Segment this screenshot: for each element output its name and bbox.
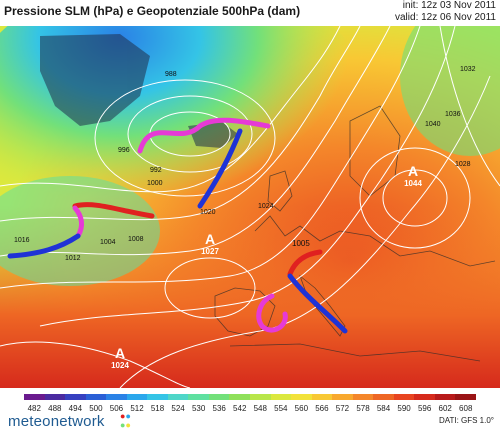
high-symbol: A — [115, 345, 125, 361]
color-scale-tick: 608 — [459, 404, 473, 413]
color-scale-segment — [208, 394, 230, 400]
low-value-label: 1005 — [292, 239, 310, 248]
color-scale-tick: 602 — [438, 404, 452, 413]
isobar-label: 996 — [118, 147, 130, 154]
color-scale-segment — [311, 394, 333, 400]
occluded-front-iberia — [256, 293, 288, 333]
color-scale-segment — [352, 394, 374, 400]
color-scale-segment — [229, 394, 251, 400]
color-scale-segment — [270, 394, 292, 400]
color-scale-tick: 566 — [315, 404, 329, 413]
europe-outline — [214, 105, 496, 362]
cold-front-med — [287, 273, 348, 334]
fronts — [7, 117, 348, 334]
color-scale-segment — [414, 394, 435, 400]
isobar-labels: 988 992 996 1000 1004 1008 1012 1016 102… — [14, 66, 476, 262]
color-scale-segment — [393, 394, 415, 400]
brand-dots-icon: ●● ●● — [120, 411, 131, 430]
occluded-front-north — [137, 117, 271, 154]
weather-map: 988 992 996 1000 1004 1008 1012 1016 102… — [0, 26, 500, 388]
british-isles-outline — [267, 170, 293, 212]
color-scale-bar — [24, 394, 477, 400]
cold-front-north — [197, 128, 243, 209]
color-scale-tick: 482 — [27, 404, 41, 413]
isobar-label: 1016 — [14, 237, 30, 244]
color-scale-tick: 488 — [48, 404, 62, 413]
greenland-landmass — [40, 34, 150, 126]
color-scale-tick: 584 — [376, 404, 391, 413]
valid-time: valid: 12z 06 Nov 2011 — [395, 12, 496, 23]
isobar-label: 1000 — [147, 180, 163, 187]
color-scale-tick: 596 — [417, 404, 432, 413]
isobar-label: 1040 — [425, 121, 441, 128]
color-scale-tick: 590 — [397, 404, 411, 413]
high-value: 1027 — [201, 247, 219, 256]
isobar-label: 988 — [165, 71, 177, 78]
high-symbol: A — [408, 163, 418, 179]
high-symbol: A — [205, 231, 215, 247]
isobar-label: 1012 — [65, 255, 81, 262]
high-value: 1044 — [404, 179, 422, 188]
color-scale-segment — [455, 394, 477, 400]
iberia-outline — [214, 287, 276, 337]
warm-front-atlantic — [72, 202, 155, 219]
color-scale-segment — [106, 394, 127, 400]
isobar-label: 1020 — [200, 209, 216, 216]
color-scale-segment — [373, 394, 394, 400]
isobar-label: 1028 — [455, 161, 471, 168]
occluded-front-atlantic — [72, 205, 85, 239]
northeast-field — [400, 26, 500, 156]
color-scale-tick: 512 — [130, 404, 144, 413]
color-scale-tick: 542 — [233, 404, 247, 413]
color-scale-tick: 518 — [150, 404, 165, 413]
color-scale-tick: 506 — [109, 404, 124, 413]
isobar-label: 1024 — [258, 203, 274, 210]
color-scale-segment — [291, 394, 312, 400]
map-title: Pressione SLM (hPa) e Geopotenziale 500h… — [4, 4, 301, 18]
color-scale-ticks: 482 488 494 500 506 512 518 524 530 536 542 548 554 5… — [24, 404, 476, 414]
color-scale-segment — [65, 394, 86, 400]
color-scale-tick: 548 — [253, 404, 267, 413]
color-scale-segment — [167, 394, 189, 400]
init-time: init: 12z 03 Nov 2011 — [402, 0, 496, 11]
isobar-label: 1032 — [460, 66, 476, 73]
isobar-label: 1004 — [100, 239, 116, 246]
color-scale-tick: 536 — [212, 404, 226, 413]
isobar-label: 992 — [150, 167, 162, 174]
color-scale-segment — [126, 394, 148, 400]
high-value: 1024 — [111, 361, 129, 370]
color-scale-segment — [85, 394, 107, 400]
color-scale-tick: 578 — [356, 404, 370, 413]
color-scale-tick: 500 — [89, 404, 103, 413]
isobar-label: 1036 — [445, 111, 461, 118]
warm-front-med — [287, 249, 323, 277]
brand-logo: meteonetwork — [8, 413, 105, 430]
color-scale-segment — [434, 394, 456, 400]
color-scale-tick: 554 — [274, 404, 288, 413]
pressure-centers: A 1044 A 1027 A 1024 — [111, 163, 422, 370]
color-scale-segment — [24, 394, 45, 400]
color-scale-segment — [147, 394, 168, 400]
color-scale-segment — [188, 394, 209, 400]
color-scale-segment — [250, 394, 271, 400]
color-scale-tick: 524 — [171, 404, 185, 413]
color-scale-tick: 572 — [335, 404, 350, 413]
color-scale-tick: 494 — [68, 404, 83, 413]
color-scale-tick: 560 — [294, 404, 309, 413]
cold-front-atlantic — [7, 233, 81, 259]
run-info: init: 12z 03 Nov 2011 valid: 12z 06 Nov … — [395, 0, 496, 24]
isobar-label: 1008 — [128, 236, 144, 243]
color-scale-segment — [332, 394, 353, 400]
data-source: DATI: GFS 1.0° — [438, 416, 494, 425]
color-scale-segment — [44, 394, 66, 400]
color-scale-tick: 530 — [191, 404, 206, 413]
